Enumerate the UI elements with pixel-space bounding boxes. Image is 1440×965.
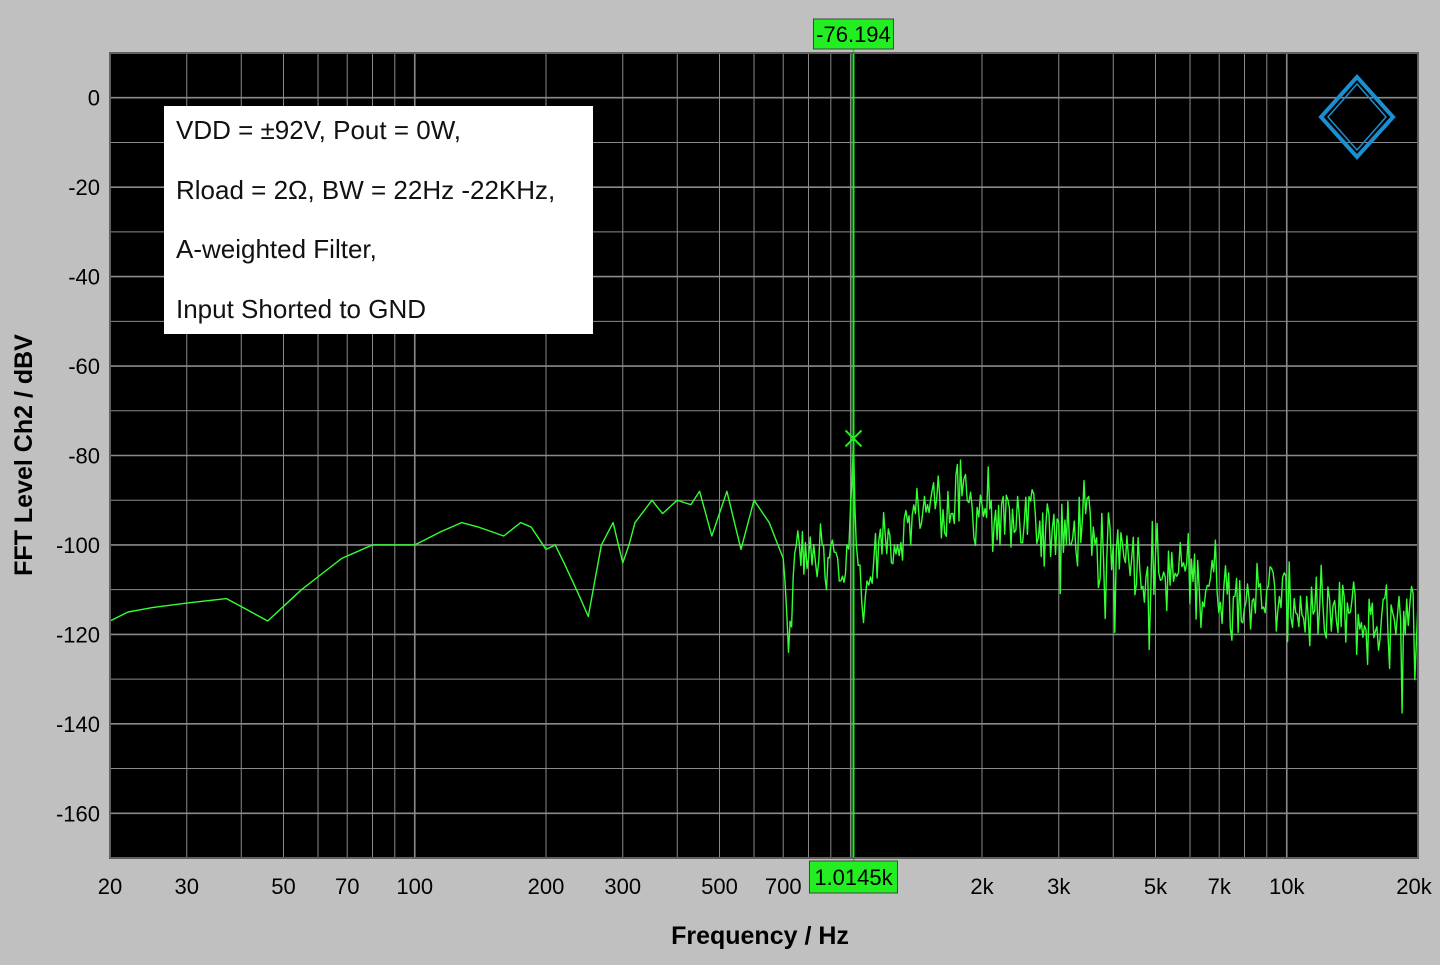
x-tick-label: 2k bbox=[970, 874, 994, 899]
rs-logo-icon bbox=[1318, 74, 1396, 160]
marker-cursor[interactable]: -76.194 1.0145k bbox=[808, 18, 898, 894]
y-tick-label: -100 bbox=[56, 533, 100, 558]
annotation-line-3: A-weighted Filter, bbox=[176, 234, 377, 264]
annotation-box: VDD = ±92V, Pout = 0W, Rload = 2Ω, BW = … bbox=[164, 106, 593, 334]
y-tick-label: -60 bbox=[68, 354, 100, 379]
y-tick-label: -80 bbox=[68, 444, 100, 469]
x-tick-label: 20 bbox=[98, 874, 122, 899]
x-tick-label: 70 bbox=[335, 874, 359, 899]
spectrum-line bbox=[109, 437, 1419, 714]
y-tick-label: -40 bbox=[68, 265, 100, 290]
x-tick-label: 100 bbox=[396, 874, 433, 899]
annotation-line-4: Input Shorted to GND bbox=[176, 294, 426, 324]
x-tick-label: 300 bbox=[604, 874, 641, 899]
x-tick-label: 500 bbox=[701, 874, 738, 899]
cursor-x-readout: 1.0145k bbox=[814, 865, 893, 890]
y-tick-label: -140 bbox=[56, 712, 100, 737]
x-tick-labels: 20 30 50 70 100 200 300 500 700 2k 3k 5k 7k 10k 20k bbox=[98, 874, 1433, 899]
x-tick-label: 7k bbox=[1208, 874, 1232, 899]
plot-border bbox=[109, 52, 1419, 859]
y-tick-label: 0 bbox=[88, 86, 100, 111]
cursor-marker bbox=[844, 429, 863, 448]
x-tick-label: 200 bbox=[528, 874, 565, 899]
cursor-y-readout-box bbox=[812, 18, 894, 50]
y-tick-label: -160 bbox=[56, 801, 100, 826]
x-tick-label: 3k bbox=[1047, 874, 1071, 899]
spectrum-trace bbox=[109, 437, 1419, 714]
annotation-background bbox=[164, 106, 593, 334]
x-tick-label: 30 bbox=[175, 874, 199, 899]
annotation-line-1: VDD = ±92V, Pout = 0W, bbox=[176, 115, 461, 145]
x-tick-label: 20k bbox=[1396, 874, 1432, 899]
y-tick-label: -120 bbox=[56, 622, 100, 647]
annotation-line-2: Rload = 2Ω, BW = 22Hz -22KHz, bbox=[176, 175, 555, 205]
x-tick-label: 50 bbox=[271, 874, 295, 899]
x-tick-label: 5k bbox=[1144, 874, 1168, 899]
y-tick-labels: 0 -20 -40 -60 -80 -100 -120 -140 -160 bbox=[56, 86, 100, 827]
x-tick-label: 10k bbox=[1269, 874, 1305, 899]
y-axis-title: FFT Level Ch2 / dBV bbox=[10, 334, 38, 576]
x-tick-label: 700 bbox=[765, 874, 802, 899]
cursor-x-readout-box bbox=[808, 860, 898, 894]
cursor-y-readout: -76.194 bbox=[816, 22, 891, 47]
x-axis-title: Frequency / Hz bbox=[671, 922, 849, 950]
y-tick-label: -20 bbox=[68, 175, 100, 200]
